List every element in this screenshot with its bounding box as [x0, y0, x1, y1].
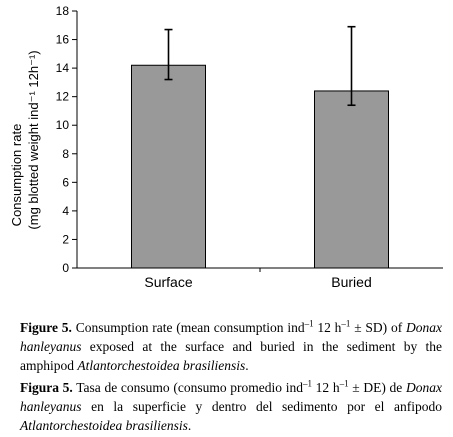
y-tick-label: 0 — [62, 261, 69, 275]
y-axis: 0 2 4 6 8 10 12 14 16 18 — [56, 4, 78, 275]
caption-superscript: –1 — [304, 318, 314, 329]
bars — [131, 25, 389, 269]
y-axis-label-line1: Consumption rate — [9, 124, 24, 227]
caption-text: en la superficie y dentro del sedimento … — [81, 399, 442, 414]
caption-text: ± DE) de — [348, 380, 406, 395]
caption-label: Figure 5. — [20, 320, 72, 335]
bar-chart: 0 2 4 6 8 10 12 14 16 18 Surface Buried Consumptio… — [9, 4, 443, 290]
caption-superscript: –1 — [339, 378, 349, 389]
figure-caption-english: Figure 5. Consumption rate (mean consump… — [20, 318, 442, 375]
caption-species: Donax hanleyanus — [20, 320, 442, 354]
x-axis: Surface Buried — [77, 267, 443, 290]
x-category-label: Surface — [144, 274, 192, 290]
y-tick-label: 16 — [56, 33, 70, 47]
caption-amphipod: Atlantorchestoidea brasiliensis — [77, 358, 246, 373]
caption-text: 12 h — [311, 380, 340, 395]
caption-amphipod: Atlantorchestoidea brasiliensis — [20, 418, 188, 433]
y-tick-label: 10 — [56, 118, 70, 132]
caption-species: Donax hanleyanus — [20, 380, 442, 414]
figure-caption-spanish: Figura 5. Tasa de consumo (consumo prome… — [20, 378, 442, 435]
bar-surface — [131, 64, 206, 269]
y-tick-label: 18 — [56, 4, 70, 18]
caption-superscript: –1 — [341, 318, 351, 329]
caption-text: . — [187, 418, 192, 433]
y-tick-label: 12 — [56, 90, 70, 104]
caption-text: . — [245, 358, 249, 373]
y-tick-label: 14 — [56, 61, 70, 75]
caption-text: ± SD) of — [350, 320, 406, 335]
caption-text: Tasa de consumo (consumo promedio ind — [72, 380, 303, 395]
caption-label: Figura 5. — [20, 380, 73, 395]
caption-text: 12 h — [313, 320, 342, 335]
y-axis-label-line2: (mg blotted weight ind⁻¹ 12h⁻¹) — [26, 50, 41, 229]
x-category-label: Buried — [331, 274, 371, 290]
caption-superscript: –1 — [302, 378, 312, 389]
caption-text: Consumption rate (mean consumption ind — [71, 320, 305, 335]
y-tick-label: 2 — [62, 232, 69, 246]
y-tick-label: 4 — [62, 204, 69, 218]
bar-buried — [314, 90, 389, 269]
caption-text: exposed at the surface and buried in the… — [20, 339, 442, 373]
y-tick-label: 6 — [62, 175, 69, 189]
y-tick-label: 8 — [62, 147, 69, 161]
